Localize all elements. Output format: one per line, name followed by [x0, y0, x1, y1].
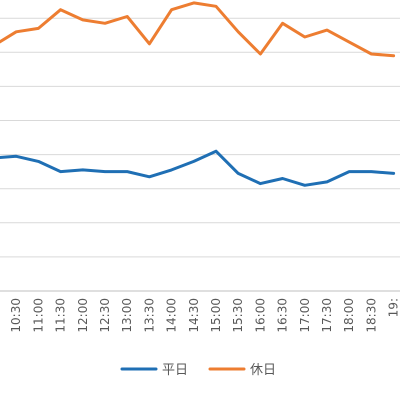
x-tick-label: 15:30	[231, 298, 245, 333]
x-tick-label: 17:00	[298, 298, 312, 333]
x-tick-label: 14:30	[187, 298, 201, 333]
x-tick-label: 13:00	[120, 298, 134, 333]
x-tick-label: 12:30	[98, 298, 112, 333]
x-tick-label: 18:00	[342, 298, 356, 333]
legend: 平日 休日	[120, 363, 276, 378]
x-tick-label: 18:30	[364, 298, 378, 333]
series-lines	[0, 1, 396, 187]
x-axis-tick-labels: 10:30 11:00 11:30 12:00 12:30 13:00 13:30 14:00…	[9, 298, 400, 333]
x-tick-label: 19:	[387, 298, 400, 317]
gridlines	[0, 17, 400, 292]
x-tick-label: 11:30	[54, 298, 68, 333]
x-tick-label: 17:30	[320, 298, 334, 333]
legend-label: 平日	[162, 363, 188, 378]
x-tick-label: 16:00	[253, 298, 267, 333]
x-tick-label: 14:00	[165, 298, 179, 333]
x-tick-label: 11:00	[31, 298, 45, 333]
x-tick-label: 10:30	[9, 298, 23, 333]
x-tick-label: 15:00	[209, 298, 223, 333]
x-tick-label: 12:00	[76, 298, 90, 333]
x-tick-label: 16:30	[276, 298, 290, 333]
series-line-2	[0, 1, 396, 58]
series-line-1	[0, 149, 396, 187]
x-tick-label: 13:30	[142, 298, 156, 333]
legend-label: 休日	[250, 363, 276, 378]
